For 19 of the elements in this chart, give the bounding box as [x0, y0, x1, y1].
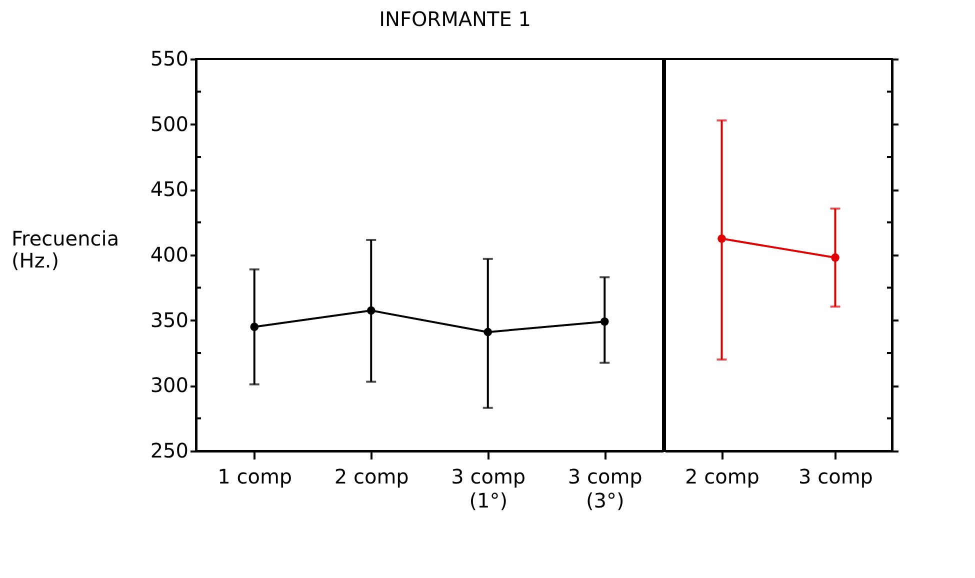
y-tick-label: 350 [150, 308, 188, 332]
x-tick-label: 2 comp [334, 464, 409, 488]
y-tick-label: 500 [150, 112, 188, 136]
x-tick-label: 3 comp (3°) [568, 464, 642, 512]
y-tick-label: 550 [150, 46, 188, 70]
y-tick-label: 400 [150, 242, 188, 266]
x-tick-label: 2 comp [685, 464, 760, 488]
x-tick-label: 3 comp (1°) [451, 464, 526, 512]
point [366, 306, 376, 315]
point [484, 328, 492, 336]
x-tick-label: 3 comp [798, 464, 873, 488]
y-tick-label: 300 [150, 373, 188, 398]
y-tick-label: 450 [150, 177, 188, 202]
chart-title: INFORMANTE 1 [379, 7, 531, 31]
point [250, 322, 259, 332]
y-tick-label: 250 [150, 438, 188, 462]
point [600, 317, 609, 326]
x-tick-label: 1 comp [218, 464, 292, 488]
y-axis-title: Frecuencia (Hz.) [12, 226, 120, 272]
